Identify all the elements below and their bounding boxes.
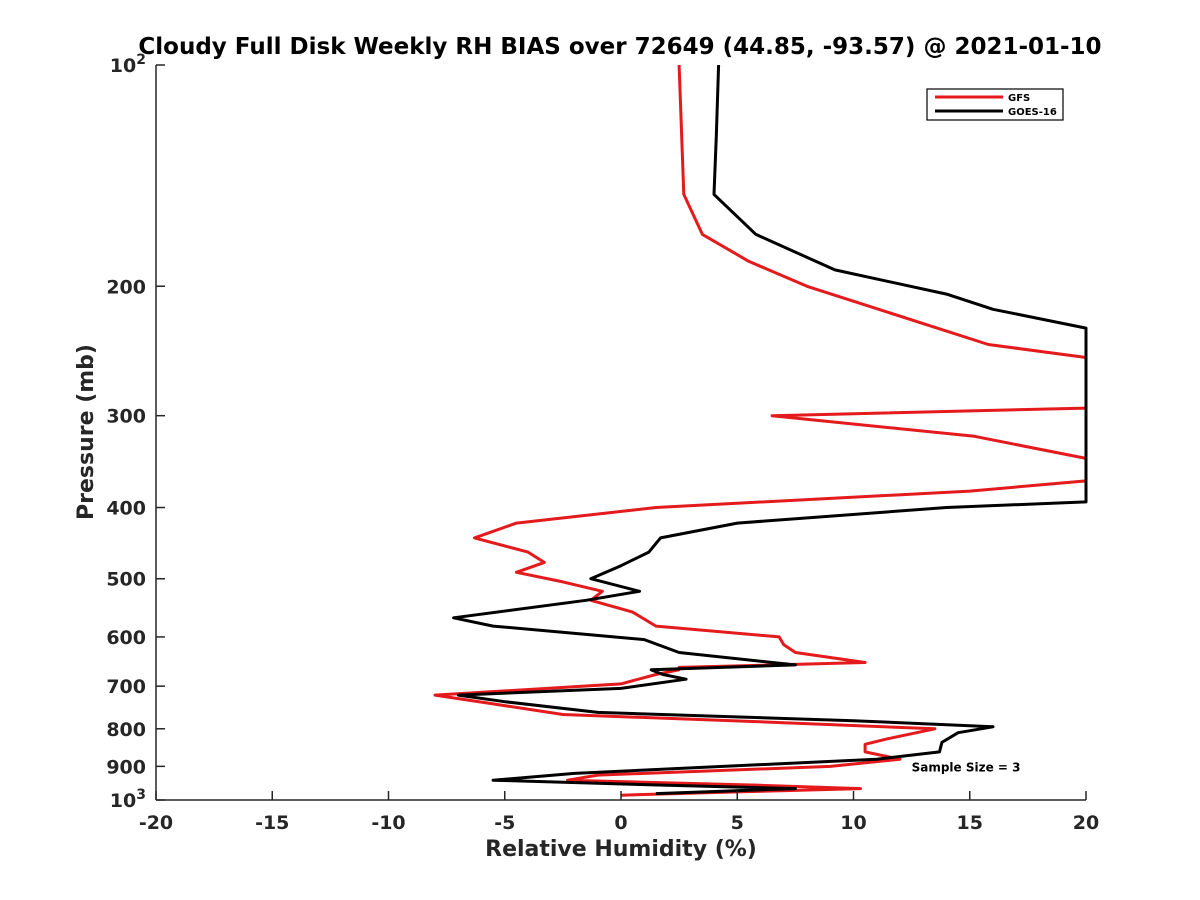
x-tick-label: 0: [614, 812, 627, 834]
series-line-goes16: [452, 64, 1088, 796]
series-layer: [433, 64, 1088, 797]
y-tick-label: 500: [106, 569, 146, 591]
legend-box: [926, 88, 1064, 121]
y-tick-label: 600: [106, 627, 146, 649]
y-tick-label: 300: [106, 406, 146, 428]
x-tick-label: 10: [840, 812, 866, 834]
x-ticks: -20 -15 -10 -5 0 5 10 15 20: [139, 791, 1099, 834]
y-axis-label: Pressure (mb): [74, 344, 99, 520]
x-tick-label: 20: [1073, 812, 1099, 834]
x-tick-label: -15: [255, 812, 289, 834]
y-tick-label: 200: [106, 276, 146, 298]
x-tick-label: 5: [731, 812, 744, 834]
x-tick-label: -10: [371, 812, 405, 834]
legend-label-gfs: GFS: [1008, 93, 1030, 104]
legend-label-goes16: GOES-16: [1008, 107, 1057, 118]
legend: GFS GOES-16: [926, 88, 1064, 121]
y-tick-label: 400: [106, 498, 146, 520]
chart-title: Cloudy Full Disk Weekly RH BIAS over 726…: [138, 34, 1101, 60]
x-axis-label: Relative Humidity (%): [485, 837, 757, 862]
y-tick-label: 800: [106, 719, 146, 741]
x-tick-label: 15: [957, 812, 983, 834]
x-tick-label: -5: [494, 812, 515, 834]
sample-size-annotation: Sample Size = 3: [912, 760, 1021, 774]
y-tick-label: 700: [106, 676, 146, 698]
series-line-gfs: [433, 64, 1088, 797]
y-tick-label: 900: [106, 756, 146, 778]
x-tick-label: -20: [139, 812, 173, 834]
